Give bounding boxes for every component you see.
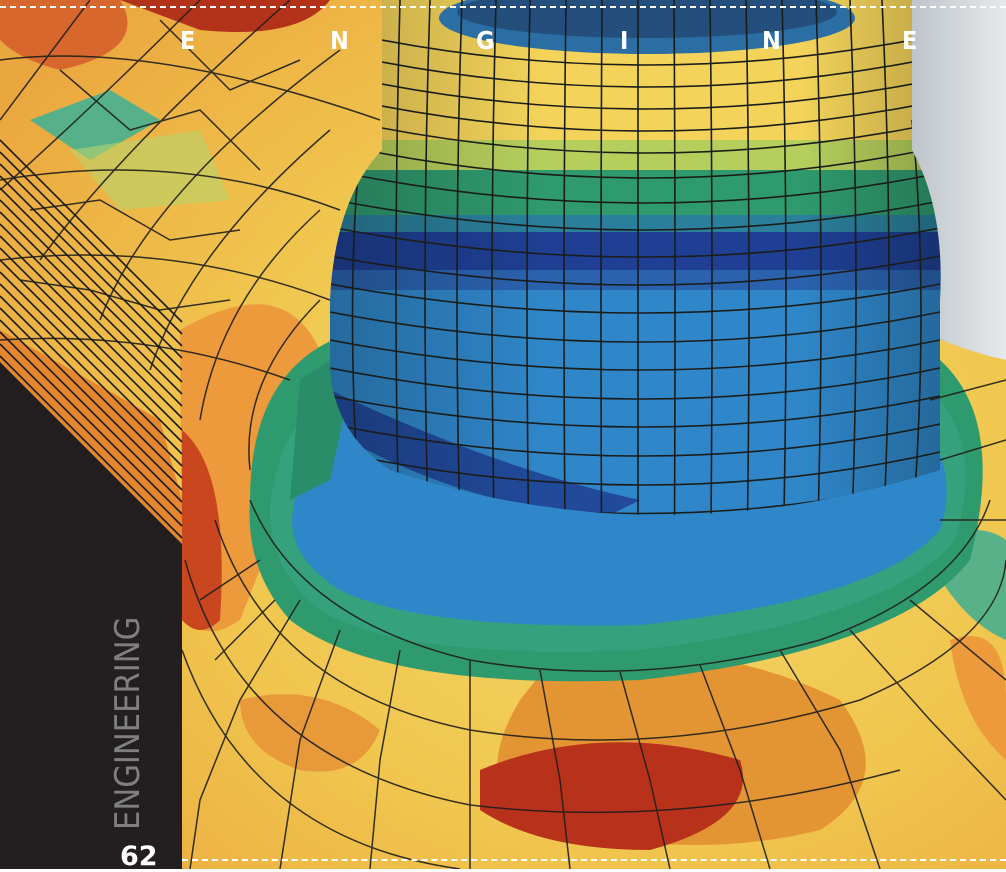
- header-letter: E: [902, 26, 918, 55]
- page-number: 62: [120, 841, 158, 872]
- bottom-dashed-rule: [182, 859, 1006, 861]
- header-letter: E: [180, 26, 196, 55]
- section-label-vertical: ENGINEERING: [108, 616, 148, 830]
- section-header-word: E N G I N E: [0, 24, 1006, 58]
- header-letter: G: [476, 26, 495, 55]
- header-letter: N: [330, 26, 349, 55]
- header-letter: I: [620, 26, 629, 55]
- header-letter: N: [762, 26, 781, 55]
- top-dashed-rule: [0, 6, 1006, 8]
